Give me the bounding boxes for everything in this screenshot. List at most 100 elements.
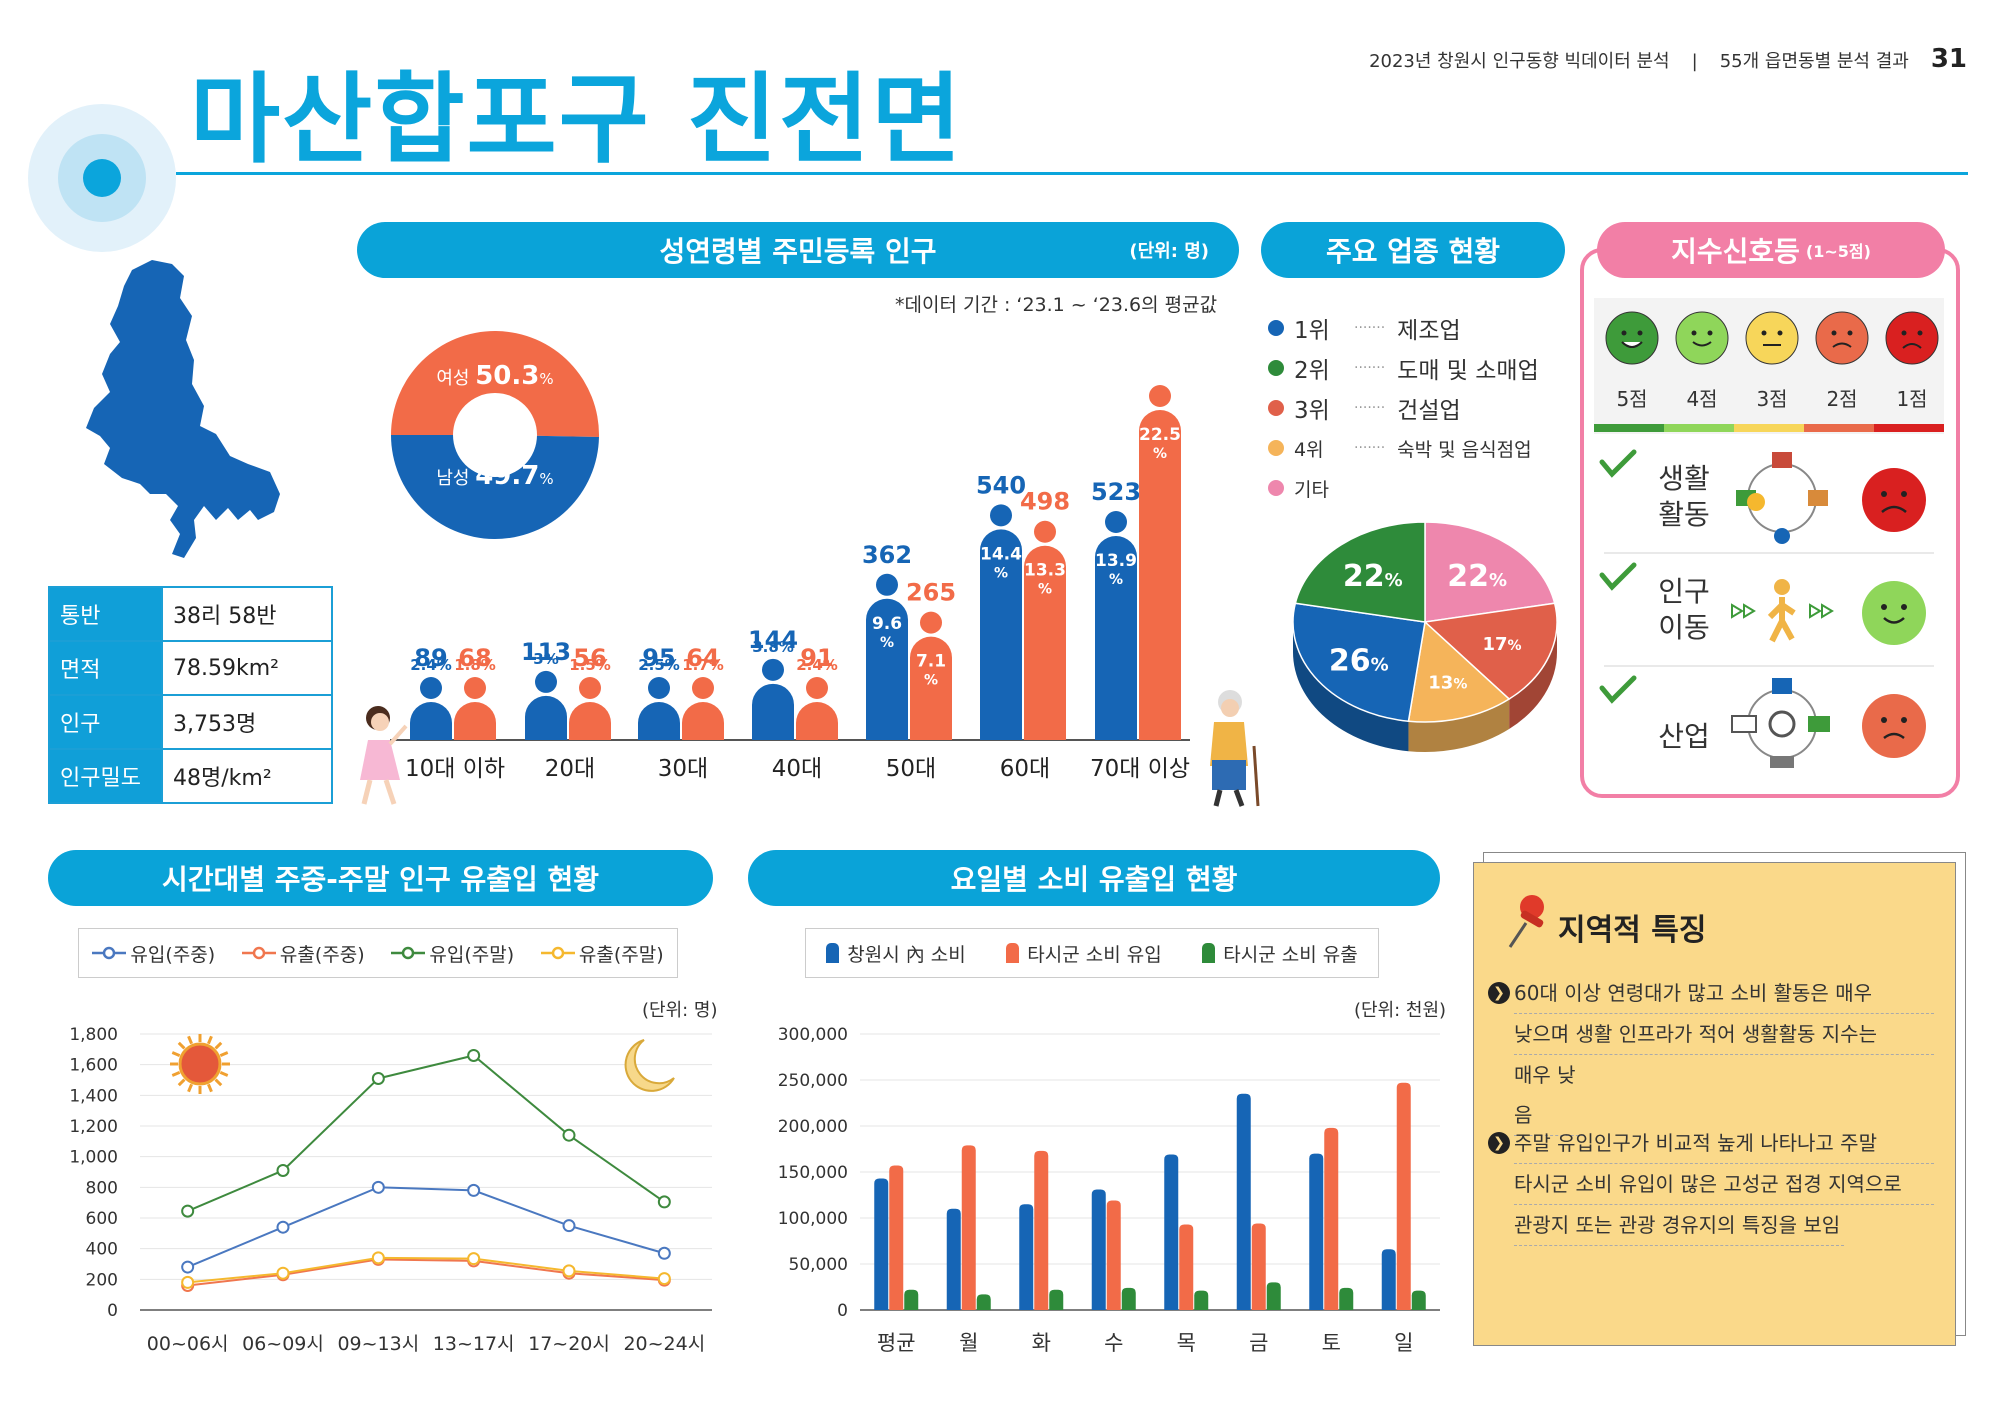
legend-dot	[1268, 400, 1284, 416]
population-unit: (단위: 명)	[1129, 241, 1209, 262]
y-tick-label: 1,400	[69, 1086, 118, 1106]
population-move-icon	[1731, 579, 1834, 643]
y-tick-label: 1,200	[69, 1117, 118, 1137]
report-title: 2023년 창원시 인구동향 빅데이터 분석	[1369, 51, 1670, 72]
signal-score-label: 2점	[1826, 387, 1857, 411]
industry-section-title: 주요 업종 현황	[1325, 235, 1501, 268]
feature-line: 타시군 소비 유입이 많은 고성군 접경 지역으로	[1514, 1164, 1934, 1205]
age-percent-label: 9.6	[872, 614, 902, 634]
consumption-bar	[1091, 1189, 1106, 1310]
legend-dot	[1268, 440, 1284, 456]
legend-dot	[1268, 320, 1284, 336]
age-percent-label: 22.5	[1139, 425, 1181, 445]
signal-item-label: 이동	[1658, 611, 1710, 644]
consumption-bar	[1164, 1154, 1179, 1310]
legend-swatch	[1202, 943, 1216, 963]
signal-item-label: 산업	[1658, 720, 1710, 753]
page-number: 31	[1930, 44, 1967, 74]
signal-item-label: 활동	[1658, 498, 1710, 531]
signal-scale-segment	[1734, 424, 1804, 432]
age-category-label: 30대	[658, 756, 708, 782]
chevron-right-icon: ❯	[1488, 982, 1510, 1004]
industry-legend-item: 2위 ······· 도매 및 소매업	[1268, 348, 1568, 388]
region-map-icon	[86, 260, 280, 558]
age-category-label: 10대 이하	[405, 756, 505, 782]
flow-legend: 유입(주중) 유출(주중) 유입(주말) 유출(주말)	[78, 928, 678, 978]
x-tick-label: 일	[1394, 1331, 1413, 1355]
age-bar	[910, 611, 952, 740]
x-tick-label: 평균	[877, 1331, 916, 1355]
gender-label: 여성 50.3%	[436, 361, 553, 391]
signal-item-label: 인구	[1658, 575, 1710, 608]
legend-name: 도매 및 소매업	[1397, 358, 1539, 384]
info-key: 면적	[48, 640, 163, 696]
industry-legend-item: 4위 ······· 숙박 및 음식점업	[1268, 428, 1568, 468]
data-point	[467, 1048, 481, 1062]
flow-section-header: 시간대별 주중-주말 인구 유출입 현황	[48, 850, 713, 906]
legend-dots: ·······	[1354, 360, 1386, 376]
y-tick-label: 800	[86, 1178, 118, 1198]
y-tick-label: 50,000	[789, 1255, 848, 1275]
info-key: 인구밀도	[48, 748, 163, 804]
legend-label: 유출(주중)	[279, 943, 365, 966]
age-bar	[454, 677, 496, 740]
age-value-label: 68	[458, 644, 491, 672]
legend-name: 숙박 및 음식점업	[1397, 438, 1532, 461]
industry-legend-item: 3위 ······· 건설업	[1268, 388, 1568, 428]
x-tick-label: 화	[1032, 1331, 1051, 1355]
consumption-bar	[904, 1289, 919, 1310]
consumption-section-header: 요일별 소비 유출입 현황	[748, 850, 1440, 906]
signal-scale-segment	[1804, 424, 1874, 432]
consumption-bar	[1179, 1224, 1194, 1310]
legend-rank: 1위	[1294, 318, 1330, 344]
age-percent-label: 7.1	[916, 652, 946, 672]
y-tick-label: 300,000	[778, 1025, 848, 1045]
industry-slice-side	[1293, 622, 1409, 752]
consumption-legend-item: 창원시 內 소비	[826, 940, 966, 967]
flow-legend-item: 유입(주중)	[92, 940, 215, 967]
daily-consumption-chart: 0 50,000 100,000 150,000 200,000 250,000 300,0…	[778, 1025, 1440, 1355]
legend-rank: 2위	[1294, 358, 1330, 384]
legend-label: 유입(주중)	[130, 943, 216, 966]
check-icon	[1599, 562, 1637, 591]
signal-score-label: 5점	[1616, 387, 1647, 411]
consumption-section-title: 요일별 소비 유출입 현황	[950, 863, 1238, 896]
header-decoration	[28, 104, 176, 252]
signal-result-face-icon	[1862, 694, 1926, 758]
age-percent-label: 1.8%	[454, 656, 496, 674]
legend-dots: ·······	[1354, 400, 1386, 416]
data-point	[371, 1071, 385, 1085]
data-point	[181, 1204, 195, 1218]
info-row: 면적 78.59km²	[48, 640, 333, 696]
y-tick-label: 200,000	[778, 1117, 848, 1137]
x-tick-label: 13~17시	[433, 1333, 515, 1355]
gender-slice	[391, 330, 599, 437]
chevron-right-icon: ❯	[1488, 1132, 1510, 1154]
age-percent-label: 3%	[533, 650, 558, 668]
industry-section-header: 주요 업종 현황	[1261, 222, 1565, 278]
data-point	[276, 1266, 290, 1280]
industry-slice	[1423, 602, 1558, 700]
consumption-bar	[946, 1208, 961, 1310]
info-key: 인구	[48, 694, 163, 750]
consumption-bar	[1266, 1282, 1281, 1310]
info-table: 통반 38리 58반 면적 78.59km² 인구 3,753명 인구밀도 48명/km…	[48, 586, 333, 804]
age-value-label: 91	[800, 644, 833, 672]
age-bar	[866, 573, 908, 740]
consumption-legend: 창원시 內 소비 타시군 소비 유입 타시군 소비 유출	[805, 928, 1379, 978]
signal-scale: 5점 4점 3점 2점 1점	[1594, 311, 1944, 432]
y-tick-label: 1,600	[69, 1056, 118, 1076]
legend-swatch	[826, 943, 840, 963]
info-value: 48명/km²	[161, 748, 333, 804]
y-tick-label: 200	[86, 1270, 118, 1290]
legend-label: 타시군 소비 유입	[1027, 943, 1162, 966]
x-tick-label: 09~13시	[337, 1333, 419, 1355]
y-tick-label: 0	[837, 1301, 848, 1321]
industry-icon	[1731, 678, 1830, 768]
consumption-bar	[1019, 1204, 1034, 1310]
flow-legend-item: 유출(주말)	[540, 940, 664, 967]
age-percent-unit: %	[1038, 582, 1052, 598]
age-percent-label: 13.9	[1095, 551, 1137, 571]
industry-slice-label: 13%	[1428, 673, 1467, 694]
industry-legend-item: 1위 ······· 제조업	[1268, 308, 1568, 348]
